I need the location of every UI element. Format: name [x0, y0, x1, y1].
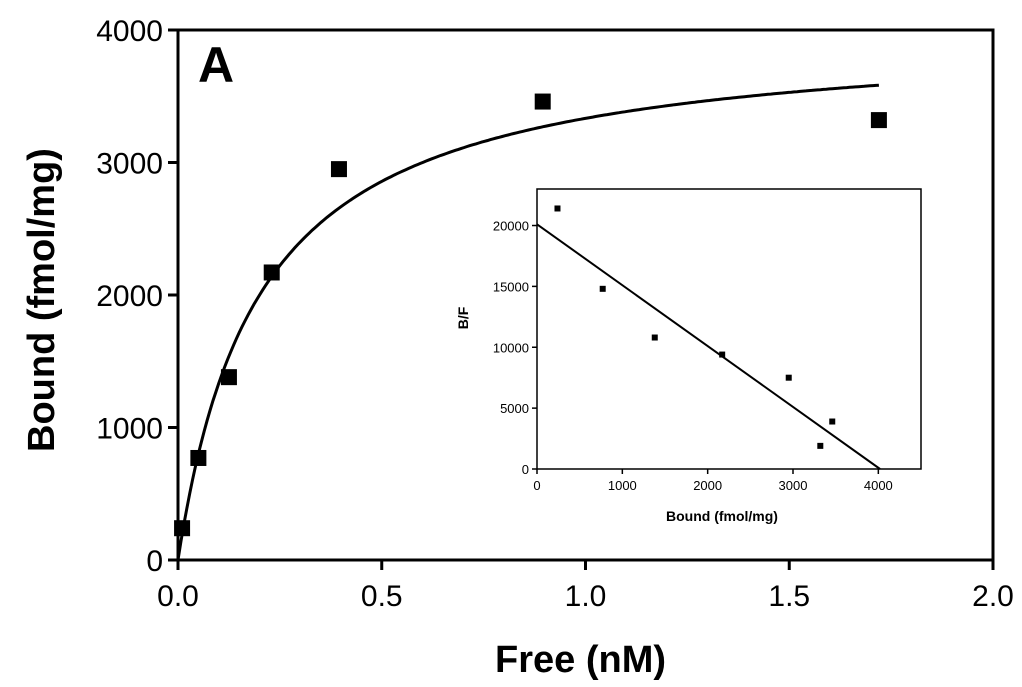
data-point	[330, 161, 347, 178]
fit-curve	[176, 83, 880, 561]
y-tick-label: 4000	[96, 15, 163, 48]
data-point	[220, 369, 237, 386]
x-axis-label: Free (nM)	[495, 639, 666, 681]
x-tick-label: 1.0	[565, 580, 607, 613]
inset-data-point	[719, 351, 726, 358]
y-tick-label: 1000	[96, 413, 163, 446]
inset-data-point	[599, 285, 606, 292]
inset-x-axis-label: Bound (fmol/mg)	[666, 508, 778, 524]
data-point	[870, 112, 887, 129]
inset-y-tick-label: 0	[522, 462, 529, 477]
inset-data-point	[651, 334, 658, 341]
inset-x-tick-label: 4000	[864, 478, 893, 493]
x-tick-label: 0.0	[157, 580, 199, 613]
y-axis-label: Bound (fmol/mg)	[21, 148, 63, 452]
x-tick-label: 0.5	[361, 580, 403, 613]
inset-y-axis-label: B/F	[455, 306, 471, 329]
y-tick-label: 0	[146, 545, 163, 578]
main-plot: 0.0 0.5 1.0 1.5 2.0 0 1000 2000 3000 4000 Free (nM…	[21, 15, 1014, 681]
inset-data-point	[829, 418, 836, 425]
data-point	[263, 264, 280, 281]
inset-data-point	[785, 374, 792, 381]
scatchard-inset: 0 1000 2000 3000 4000 0 5000 10000 15000 20000 Bou…	[455, 188, 922, 524]
inset-x-tick-label: 2000	[693, 478, 722, 493]
inset-x-tick-label: 0	[533, 478, 540, 493]
inset-fit-line	[536, 223, 881, 470]
inset-x-tick-label: 1000	[608, 478, 637, 493]
data-point	[534, 93, 551, 110]
inset-data-point	[554, 205, 561, 212]
inset-y-tick-label: 15000	[493, 279, 529, 294]
inset-y-tick-label: 5000	[500, 401, 529, 416]
inset-frame	[536, 188, 922, 470]
inset-y-tick-label: 20000	[493, 219, 529, 234]
x-tick-label: 2.0	[972, 580, 1014, 613]
inset-x-tick-label: 3000	[779, 478, 808, 493]
y-tick-label: 2000	[96, 280, 163, 313]
panel-label: A	[198, 37, 234, 93]
x-tick-label: 1.5	[768, 580, 810, 613]
inset-data-point	[817, 442, 824, 449]
y-tick-label: 3000	[96, 148, 163, 181]
inset-y-tick-label: 10000	[493, 340, 529, 355]
data-point	[190, 449, 207, 466]
data-point	[174, 520, 191, 537]
